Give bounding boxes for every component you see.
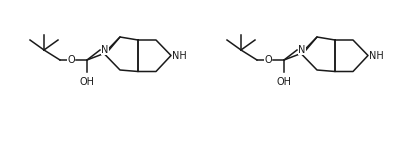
Text: O: O	[67, 55, 75, 65]
Text: NH: NH	[172, 50, 187, 61]
Text: N: N	[101, 45, 109, 55]
Text: OH: OH	[276, 77, 291, 87]
Text: OH: OH	[80, 77, 95, 87]
Text: O: O	[264, 55, 272, 65]
Text: N: N	[298, 45, 306, 55]
Text: NH: NH	[369, 50, 384, 61]
